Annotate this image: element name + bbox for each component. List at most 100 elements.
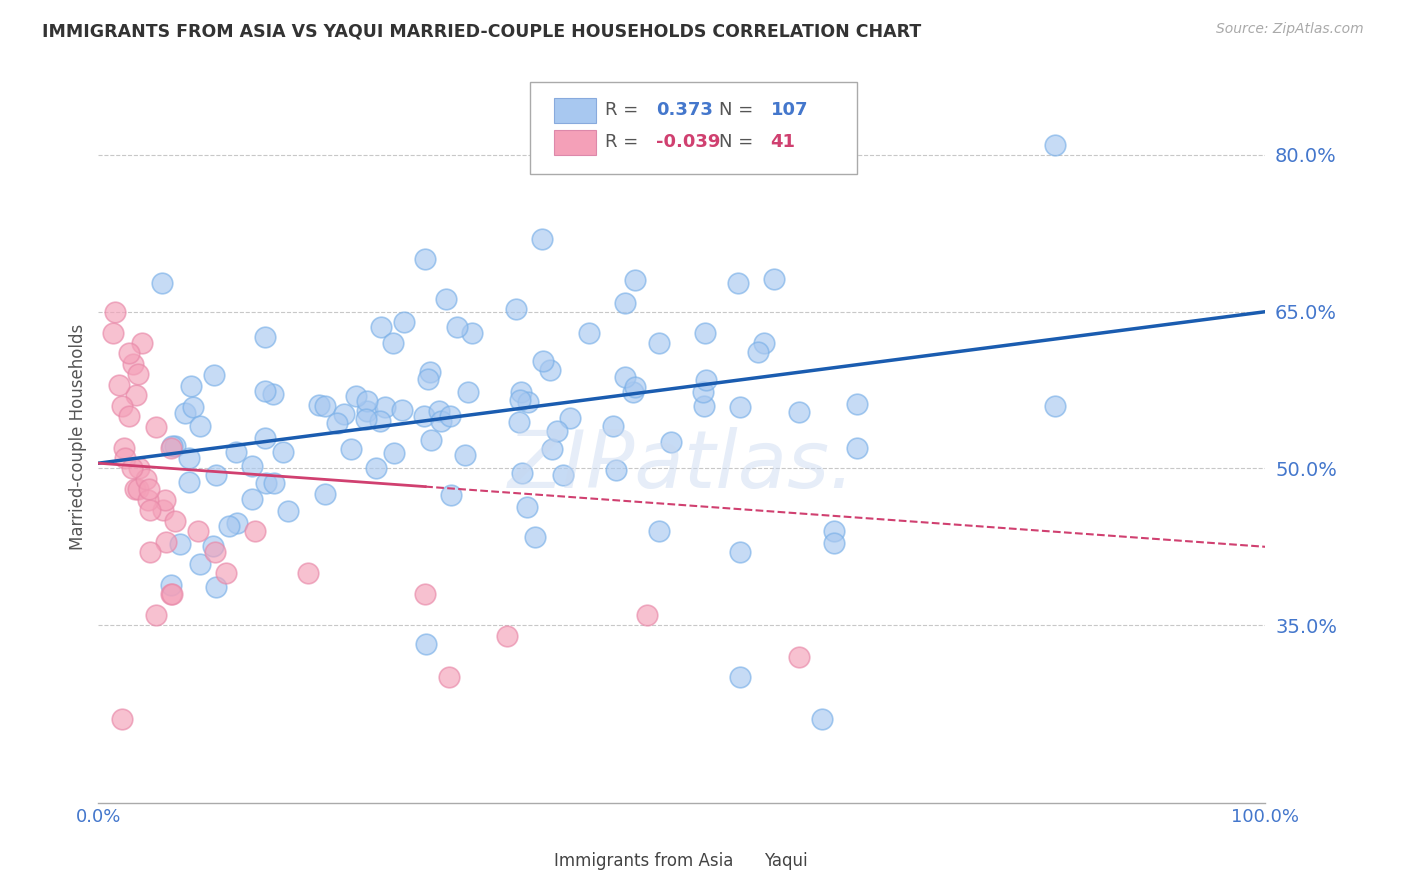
Point (516, 394, 538, 409)
Point (730, 400, 752, 414)
Point (160, 439, 183, 453)
Point (356, 394, 378, 409)
Point (1045, 400, 1067, 414)
Point (136, 492, 159, 507)
Point (415, 637, 437, 651)
Point (823, 524, 845, 538)
Point (392, 316, 415, 330)
Point (695, 373, 717, 387)
Text: ZIPatlas.: ZIPatlas. (508, 427, 856, 506)
Point (524, 530, 547, 544)
Point (439, 409, 461, 423)
Point (159, 587, 181, 601)
Point (240, 459, 263, 474)
Point (135, 472, 157, 486)
Point (659, 434, 682, 449)
Point (613, 296, 636, 310)
Point (179, 450, 201, 465)
Point (508, 415, 530, 429)
Point (730, 545, 752, 559)
Point (111, 712, 134, 726)
Text: 41: 41 (770, 133, 796, 152)
Text: N =: N = (720, 101, 754, 120)
Text: IMMIGRANTS FROM ASIA VS YAQUI MARRIED-COUPLE HOUSEHOLDS CORRELATION CHART: IMMIGRANTS FROM ASIA VS YAQUI MARRIED-CO… (42, 22, 921, 40)
Point (263, 476, 285, 491)
Point (747, 345, 769, 359)
Point (152, 503, 174, 517)
Point (112, 441, 135, 455)
Point (201, 539, 224, 553)
Point (787, 404, 810, 418)
Point (693, 399, 716, 413)
Point (340, 442, 363, 456)
Point (173, 406, 195, 420)
Point (846, 397, 869, 411)
Point (413, 252, 436, 267)
Point (1045, 137, 1067, 152)
Point (541, 442, 564, 456)
Point (314, 399, 336, 413)
Point (308, 398, 330, 412)
Point (121, 357, 143, 371)
Point (446, 319, 468, 334)
Point (605, 463, 627, 477)
Point (107, 377, 129, 392)
Point (177, 475, 200, 489)
Point (647, 336, 669, 351)
Point (427, 404, 450, 418)
Point (516, 500, 538, 514)
Text: N =: N = (720, 133, 754, 152)
Point (188, 557, 211, 571)
Point (558, 411, 581, 425)
Point (531, 354, 554, 368)
Point (440, 488, 463, 502)
FancyBboxPatch shape (554, 130, 596, 154)
Point (240, 492, 263, 507)
Point (454, 448, 477, 462)
Point (101, 326, 124, 340)
Point (752, 336, 775, 351)
Point (370, 320, 392, 334)
Point (823, 536, 845, 550)
Point (202, 368, 225, 382)
Point (636, 607, 658, 622)
Point (271, 445, 294, 459)
Point (243, 524, 266, 538)
Point (181, 401, 204, 415)
Point (436, 292, 458, 306)
Point (614, 369, 637, 384)
Point (204, 545, 226, 559)
Point (578, 326, 600, 340)
FancyBboxPatch shape (554, 98, 596, 122)
Point (139, 503, 162, 517)
Point (546, 424, 568, 438)
Y-axis label: Married-couple Households: Married-couple Households (69, 324, 87, 550)
Point (730, 670, 752, 684)
Point (366, 461, 388, 475)
Point (125, 388, 148, 402)
Point (160, 587, 183, 601)
Point (114, 450, 136, 465)
Point (551, 468, 574, 483)
Point (505, 301, 527, 316)
Point (510, 466, 533, 480)
Point (621, 384, 644, 399)
Point (727, 276, 749, 290)
Point (461, 326, 484, 340)
Point (763, 271, 786, 285)
Point (104, 304, 127, 318)
Point (368, 414, 391, 428)
Point (121, 461, 143, 475)
Point (225, 445, 247, 459)
Point (145, 607, 167, 622)
Point (419, 365, 441, 379)
Point (188, 418, 211, 433)
Point (509, 392, 531, 407)
Text: Yaqui: Yaqui (763, 853, 807, 871)
Point (647, 524, 669, 538)
Point (253, 384, 276, 398)
Point (509, 385, 531, 400)
Point (128, 461, 150, 475)
Point (180, 379, 202, 393)
Point (124, 483, 146, 497)
